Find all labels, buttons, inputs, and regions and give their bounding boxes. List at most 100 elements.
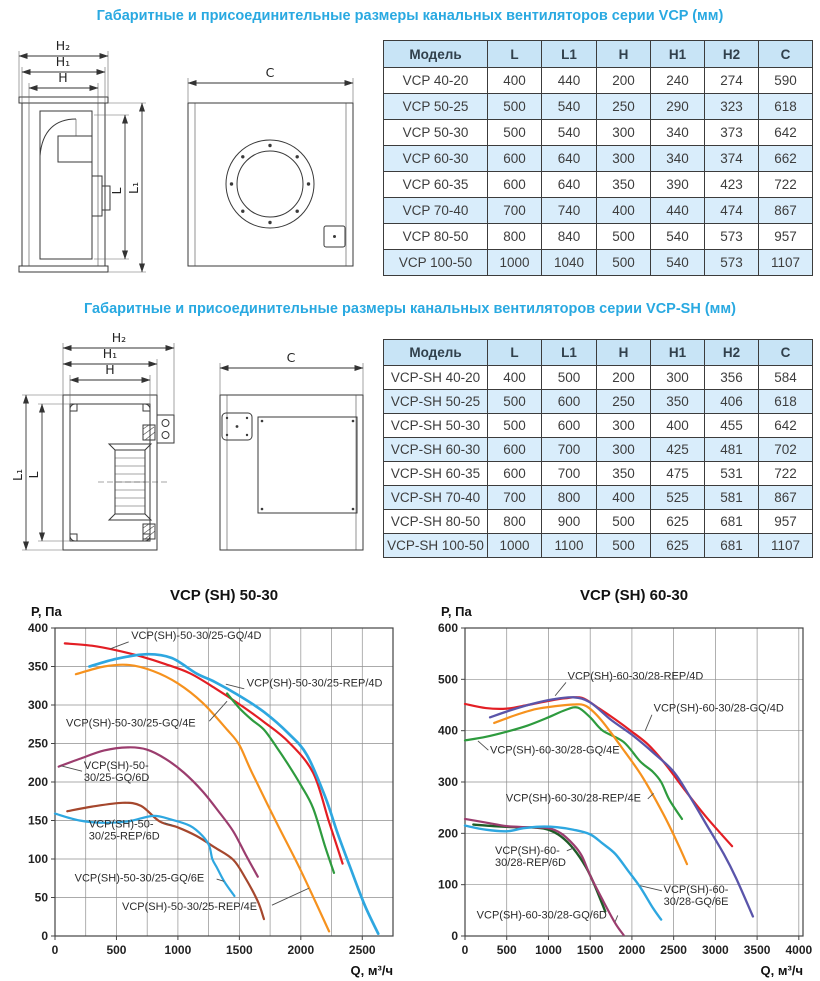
dimension-cell: 540 xyxy=(650,249,705,276)
dimension-cell: 340 xyxy=(650,119,705,146)
series-curve xyxy=(225,692,336,874)
x-tick-label: 3500 xyxy=(744,943,771,957)
y-tick-label: 100 xyxy=(438,878,458,892)
y-tick-label: 100 xyxy=(28,852,48,866)
dimension-cell: 642 xyxy=(758,119,813,146)
y-axis-label: Р, Па xyxy=(441,604,472,619)
series-curve xyxy=(88,652,380,936)
curve-label-leader xyxy=(60,765,83,772)
y-tick-label: 0 xyxy=(451,929,458,943)
x-tick-label: 1500 xyxy=(577,943,604,957)
dim-label-l1: L₁ xyxy=(10,469,25,481)
dimension-cell: 540 xyxy=(650,223,705,250)
dimension-cell: 374 xyxy=(704,145,759,172)
series-curve xyxy=(488,696,755,918)
dim-label-c: C xyxy=(266,65,275,80)
dimension-cell: 500 xyxy=(487,389,542,414)
dimension-cell: 390 xyxy=(650,171,705,198)
dimension-cell: 440 xyxy=(541,67,597,94)
dimension-cell: 400 xyxy=(487,365,542,390)
series-curve xyxy=(463,817,625,937)
table-header-row: Модель L L1 H H1 H2 C xyxy=(383,339,813,366)
table-header-cell: H1 xyxy=(650,40,705,68)
curve-label: 30/25-GQ/6D xyxy=(84,772,149,784)
dimension-cell: 722 xyxy=(758,461,813,486)
table-header-cell: H2 xyxy=(704,339,759,366)
dimension-cell: 957 xyxy=(758,509,813,534)
dimension-cell: 455 xyxy=(704,413,759,438)
dimension-cell: 900 xyxy=(541,509,597,534)
table-header-cell: L1 xyxy=(541,339,597,366)
dimension-cell: 618 xyxy=(758,389,813,414)
chart-title: VCP (SH) 60-30 xyxy=(580,587,688,604)
vcp-dimension-drawing: H₂ H₁ H L L₁ C xyxy=(18,38,354,273)
motor xyxy=(98,443,168,521)
curve-label: VCP(SH)-60-30/28-REP/4E xyxy=(506,793,641,805)
curve-label-leader xyxy=(614,915,619,922)
fan-inlet-circle xyxy=(225,139,315,229)
curve-label-leader xyxy=(225,683,245,690)
model-cell: VCP 50-30 xyxy=(383,119,488,146)
table-row: VCP-SH 80-50 800 900 500 625 681 957 xyxy=(383,509,813,534)
dimension-cell: 600 xyxy=(487,145,542,172)
x-tick-label: 1500 xyxy=(226,943,253,957)
dimension-cell: 500 xyxy=(596,223,651,250)
series-curve xyxy=(493,703,689,866)
page-title-vcpsh: Габаритные и присоединительные размеры к… xyxy=(84,301,736,317)
y-tick-label: 200 xyxy=(438,826,458,840)
dimension-cell: 350 xyxy=(596,461,651,486)
dimension-cell: 481 xyxy=(704,437,759,462)
dimension-cell: 400 xyxy=(487,67,542,94)
dimension-cell: 474 xyxy=(704,197,759,224)
dimension-cell: 681 xyxy=(704,509,759,534)
dimension-cell: 400 xyxy=(596,197,651,224)
y-tick-label: 150 xyxy=(28,814,48,828)
curve-label-leader xyxy=(271,887,309,906)
dimension-cell: 425 xyxy=(650,437,705,462)
dim-label-c: C xyxy=(287,350,296,365)
dimension-cell: 600 xyxy=(541,413,597,438)
dimension-cell: 500 xyxy=(596,533,651,558)
vcpsh-side-view xyxy=(62,394,175,551)
table-row: VCP 60-30 600 640 300 340 374 662 xyxy=(383,145,813,172)
chart-vcp-sh-50-30: 0 500 1000 1500 2000 2500 0 50 100 150 200 250 300 35… xyxy=(28,587,394,978)
series-curve xyxy=(57,746,259,878)
curve-label: 30/28-GQ/6E xyxy=(664,896,729,908)
table-header-cell: H2 xyxy=(704,40,759,68)
dim-label-h1: H₁ xyxy=(56,54,70,69)
x-tick-label: 1000 xyxy=(535,943,562,957)
junction-box xyxy=(323,225,346,248)
curve-label: VCP(SH)-60- xyxy=(664,884,729,896)
table-header-cell: L xyxy=(487,339,542,366)
dimension-cell: 240 xyxy=(650,67,705,94)
vcpsh-side-dimensions: H₂ H₁ H L₁ L xyxy=(10,332,175,551)
table-header-row: Модель L L1 H H1 H2 C xyxy=(383,40,813,68)
dimension-cell: 1040 xyxy=(541,249,597,276)
model-cell: VCP-SH 50-25 xyxy=(383,389,488,414)
y-tick-label: 400 xyxy=(28,621,48,635)
x-tick-label: 3000 xyxy=(702,943,729,957)
side-junction-box xyxy=(156,414,175,444)
dim-label-l: L xyxy=(109,187,124,194)
table-row: VCP-SH 40-20 400 500 200 300 356 584 xyxy=(383,365,813,390)
dimension-cell: 475 xyxy=(650,461,705,486)
curve-label: VCP(SH)-60-30/28-GQ/4E xyxy=(490,744,620,756)
vcpsh-front-view: C xyxy=(219,350,364,551)
x-tick-label: 2500 xyxy=(349,943,376,957)
curve-label-leader xyxy=(208,700,228,722)
curve-label-leader xyxy=(640,885,663,892)
x-tick-label: 0 xyxy=(52,943,59,957)
y-tick-label: 250 xyxy=(28,737,48,751)
dimension-cell: 700 xyxy=(541,461,597,486)
table-header-cell: C xyxy=(758,339,813,366)
curve-label: VCP(SH)-50-30/25-REP/4E xyxy=(122,901,257,913)
y-tick-label: 600 xyxy=(438,621,458,635)
dimension-cell: 640 xyxy=(541,171,597,198)
x-tick-label: 2500 xyxy=(660,943,687,957)
model-cell: VCP 80-50 xyxy=(383,223,488,250)
curve-label: VCP(SH)-60-30/28-GQ/6D xyxy=(477,910,607,922)
dimension-cell: 350 xyxy=(596,171,651,198)
dimension-cell: 300 xyxy=(596,145,651,172)
table-row: VCP-SH 50-30 500 600 300 400 455 642 xyxy=(383,413,813,438)
dimension-cell: 625 xyxy=(650,533,705,558)
